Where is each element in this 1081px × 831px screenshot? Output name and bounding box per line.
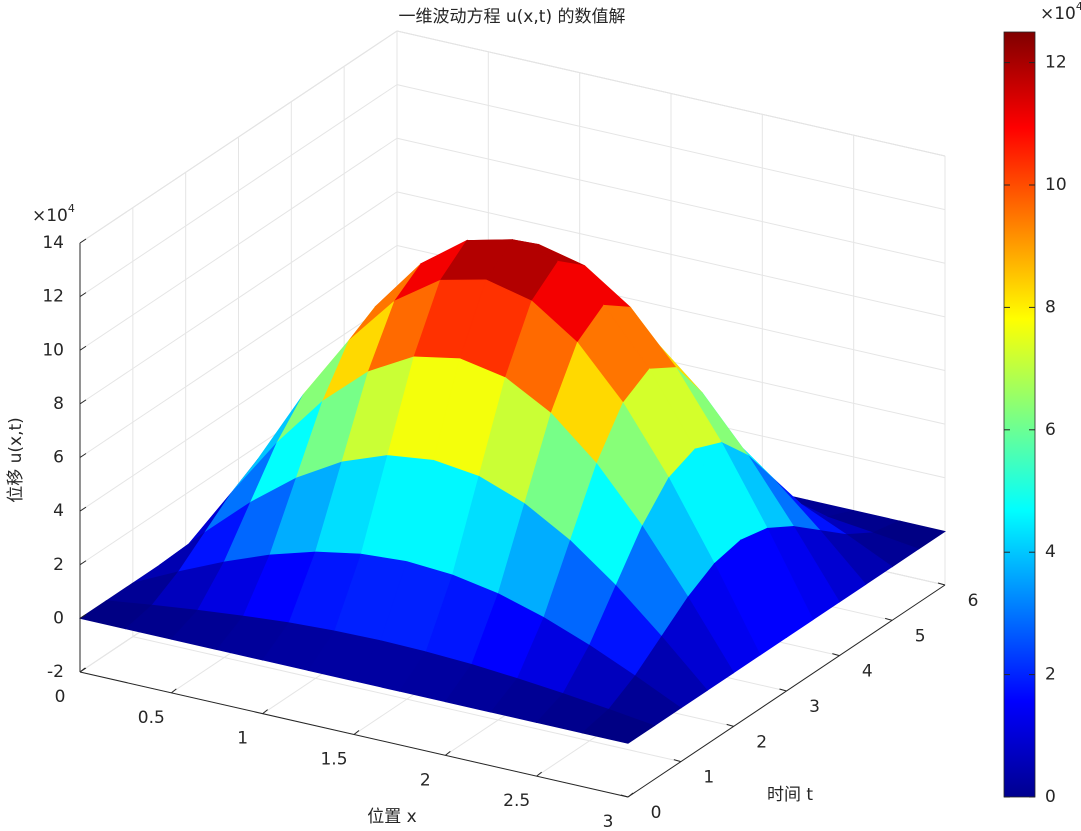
y-tick-label: 4	[862, 662, 873, 682]
x-tick-label: 0.5	[138, 708, 165, 728]
tick-mark	[627, 792, 634, 798]
tick-mark	[673, 759, 681, 763]
grid-line	[79, 191, 398, 405]
tick-mark	[620, 794, 629, 798]
y-tick-label: 2	[756, 732, 767, 752]
grid-line	[79, 84, 398, 298]
z-tick-label: 4	[53, 501, 64, 521]
colorbar-tick-label: 4	[1045, 542, 1056, 562]
x-tick-label: 2	[420, 770, 431, 790]
tick-mark	[937, 582, 946, 586]
grid-line	[79, 298, 398, 512]
x-tick-label: 0	[55, 687, 66, 707]
grid-line	[79, 137, 398, 351]
x-tick-label: 3	[603, 812, 614, 831]
tick-mark	[79, 613, 87, 619]
grid-line	[396, 137, 946, 264]
z-axis-label: 位移 u(x,t)	[6, 417, 26, 503]
z-tick-label: 0	[53, 608, 64, 628]
colorbar-tick-label: 8	[1045, 297, 1056, 317]
tick-mark	[726, 723, 734, 727]
z-tick-label: 10	[42, 340, 64, 360]
chart-title: 一维波动方程 u(x,t) 的数值解	[399, 7, 626, 27]
y-tick-label: 5	[915, 626, 926, 646]
y-tick-label: 3	[809, 697, 820, 717]
colorbar-exponent: ×104	[1040, 0, 1081, 24]
colorbar-tick-label: 10	[1045, 175, 1067, 195]
z-exponent: ×104	[32, 202, 75, 226]
tick-mark	[79, 453, 87, 458]
multiplier: ×10	[1040, 4, 1076, 24]
colorbar-tick-label: 6	[1045, 420, 1056, 440]
colorbar-tick-label: 12	[1045, 53, 1067, 73]
surface-patch	[581, 708, 656, 744]
y-axis-label: 时间 t	[767, 785, 813, 805]
grid-line	[132, 636, 681, 763]
tick-mark	[885, 617, 893, 621]
tick-mark	[779, 688, 787, 692]
colorbar	[1003, 31, 1036, 798]
z-tick-label: -2	[47, 662, 64, 682]
z-tick-label: 6	[53, 448, 64, 468]
colorbar-tick-label: 2	[1045, 665, 1056, 685]
grid-line	[79, 30, 398, 244]
colorbar-tick-label: 0	[1045, 787, 1056, 807]
grid-line	[396, 191, 946, 318]
y-tick-label: 0	[651, 803, 662, 823]
exponent: 4	[68, 202, 75, 215]
tick-mark	[79, 506, 87, 512]
z-tick-label: 12	[42, 287, 64, 307]
x-tick-label: 2.5	[503, 791, 530, 811]
tick-mark	[353, 730, 360, 735]
z-tick-label: 14	[42, 233, 64, 253]
grid-line	[396, 30, 946, 157]
y-tick-label: 6	[968, 591, 979, 611]
tick-mark	[79, 238, 87, 244]
exponent: 4	[1076, 0, 1081, 13]
tick-mark	[171, 688, 177, 694]
tick-mark	[79, 345, 87, 351]
tick-mark	[536, 771, 542, 777]
tick-mark	[79, 292, 87, 298]
grid-line	[396, 84, 946, 211]
tick-mark	[79, 560, 87, 566]
x-tick-label: 1	[237, 729, 248, 749]
y-tick-label: 1	[703, 768, 714, 788]
tick-mark	[79, 399, 87, 405]
x-axis-label: 位置 x	[367, 807, 416, 827]
grid-line	[79, 245, 398, 458]
tick-mark	[79, 667, 86, 673]
tick-mark	[832, 653, 840, 657]
tick-mark	[262, 709, 268, 715]
multiplier: ×10	[32, 206, 68, 226]
z-tick-label: 8	[53, 394, 64, 414]
tick-mark	[445, 750, 451, 756]
z-tick-label: 2	[53, 555, 64, 575]
x-tick-label: 1.5	[320, 750, 347, 770]
